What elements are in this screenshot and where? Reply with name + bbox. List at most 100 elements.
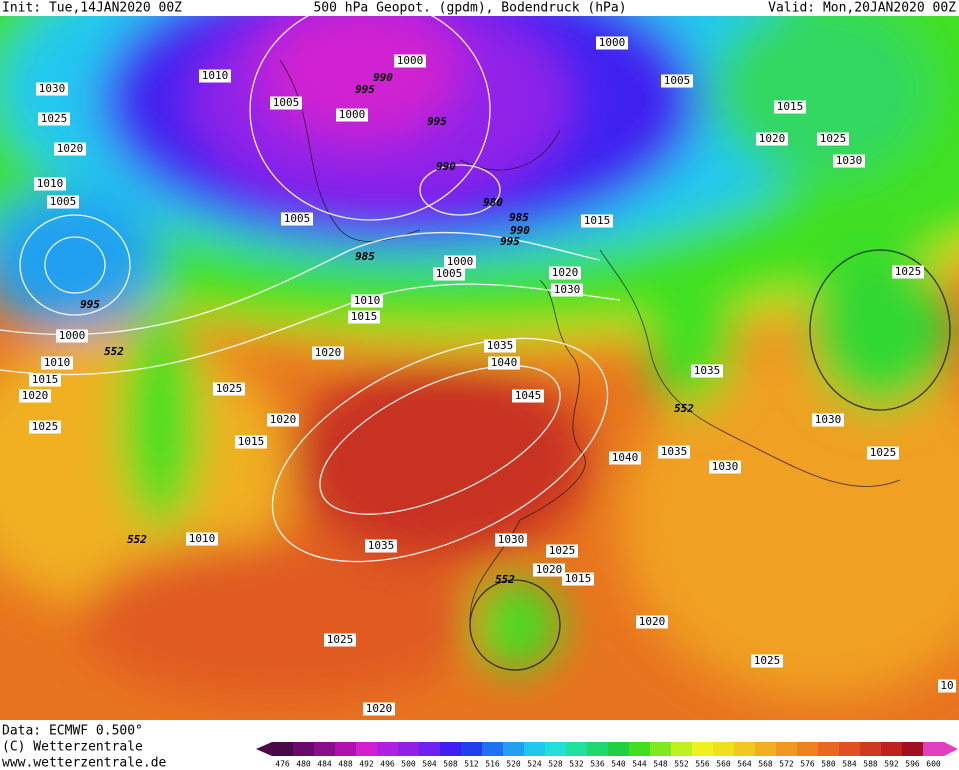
- isobar-label: 1005: [284, 212, 311, 225]
- isobar-label-box: [29, 373, 61, 387]
- colorbar-label: 568: [758, 760, 773, 769]
- colorbar-swatch: [755, 742, 777, 756]
- isobar-label: 1005: [664, 74, 691, 87]
- colorbar-swatch: [356, 742, 378, 756]
- isobar-label: 1020: [536, 563, 563, 576]
- isobar-label-box: [336, 108, 368, 122]
- colorbar-label: 520: [506, 760, 521, 769]
- colorbar-swatch: [860, 742, 882, 756]
- header-strip: [0, 0, 959, 16]
- isobar-label-box: [549, 266, 581, 280]
- isobar-label: 10: [940, 679, 953, 692]
- colorbar-label: 548: [653, 760, 668, 769]
- height-label: 995: [500, 235, 520, 248]
- colorbar-swatch: [587, 742, 609, 756]
- isobar-label-box: [363, 702, 395, 716]
- colorbar-arrow-right: [944, 742, 958, 756]
- valid-time: Valid: Mon,20JAN2020 00Z: [768, 1, 956, 16]
- colorbar-label: 480: [296, 760, 311, 769]
- isobar-label: 1020: [57, 142, 84, 155]
- copyright: (C) Wetterzentrale: [2, 740, 143, 755]
- height-label: 980: [483, 196, 503, 209]
- isobar-label-box: [394, 54, 426, 68]
- isobar-label-box: [751, 654, 783, 668]
- height-label: 985: [509, 211, 529, 224]
- height-label: 552: [104, 345, 124, 358]
- height-label: 995: [427, 115, 447, 128]
- height-label: 995: [355, 83, 375, 96]
- isobar-label-box: [444, 255, 476, 269]
- isobar-label: 1030: [815, 413, 842, 426]
- isobar-label-box: [596, 36, 628, 50]
- colorbar-swatch: [881, 742, 903, 756]
- isobar-label: 1020: [366, 702, 393, 715]
- colorbar-label: 496: [380, 760, 395, 769]
- isobar-label-box: [812, 413, 844, 427]
- colorbar-swatch: [545, 742, 567, 756]
- isobar-label: 1020: [22, 389, 49, 402]
- isobar-label-box: [235, 435, 267, 449]
- isobar-label: 1015: [32, 373, 59, 386]
- colorbar-label: 556: [695, 760, 710, 769]
- isobar-label: 1025: [549, 544, 576, 557]
- isobar-label: 1020: [270, 413, 297, 426]
- isobar-label-box: [29, 420, 61, 434]
- isobar-label-box: [581, 214, 613, 228]
- colorbar-label: 544: [632, 760, 647, 769]
- isobar-label: 1015: [584, 214, 611, 227]
- isobar-label: 1030: [712, 460, 739, 473]
- isobar-label-box: [867, 446, 899, 460]
- isobar-label-box: [270, 96, 302, 110]
- isobar-label: 1000: [397, 54, 424, 67]
- isobar-label: 1005: [273, 96, 300, 109]
- colorbar-arrow-left: [256, 742, 272, 756]
- colorbar-label: 572: [779, 760, 794, 769]
- isobar-label-box: [47, 195, 79, 209]
- colorbar-swatch: [671, 742, 693, 756]
- colorbar-label: 500: [401, 760, 416, 769]
- colorbar-label: 596: [905, 760, 920, 769]
- map-title: 500 hPa Geopot. (gpdm), Bodendruck (hPa): [313, 1, 626, 16]
- isobar-label: 1010: [189, 532, 216, 545]
- height-label: 990: [436, 160, 456, 173]
- colorbar-swatch: [272, 742, 294, 756]
- isobar-label: 1025: [32, 420, 59, 433]
- isobar-label-box: [833, 154, 865, 168]
- colorbar-label: 560: [716, 760, 731, 769]
- colorbar-label: 564: [737, 760, 752, 769]
- isobar-label-box: [56, 329, 88, 343]
- data-source: Data: ECMWF 0.500°: [2, 724, 143, 739]
- isobar-label-box: [892, 265, 924, 279]
- isobar-label-box: [691, 364, 723, 378]
- isobar-label: 1035: [661, 445, 688, 458]
- colorbar-label: 508: [443, 760, 458, 769]
- colorbar-swatch: [629, 742, 651, 756]
- isobar-label: 1025: [870, 446, 897, 459]
- isobar-label: 1035: [368, 539, 395, 552]
- colorbar-label: 532: [569, 760, 584, 769]
- isobar-label: 1020: [759, 132, 786, 145]
- isobar-label: 1005: [436, 267, 463, 280]
- colorbar-swatch: [524, 742, 546, 756]
- isobar-label-box: [658, 445, 690, 459]
- isobar-label-box: [199, 69, 231, 83]
- isobar-label: 1015: [351, 310, 378, 323]
- isobar-label-box: [324, 633, 356, 647]
- isobar-label-box: [54, 142, 86, 156]
- colorbar-label: 512: [464, 760, 479, 769]
- isobar-label-box: [774, 100, 806, 114]
- isobar-label: 1000: [447, 255, 474, 268]
- colorbar-swatch: [419, 742, 441, 756]
- colorbar-swatch: [482, 742, 504, 756]
- isobar-label-box: [756, 132, 788, 146]
- colorbar-label: 516: [485, 760, 500, 769]
- height-label: 552: [495, 573, 515, 586]
- isobar-label-box: [817, 132, 849, 146]
- colorbar-label: 504: [422, 760, 437, 769]
- isobar-label: 1010: [37, 177, 64, 190]
- isobar-label-box: [484, 339, 516, 353]
- isobar-label: 1005: [50, 195, 77, 208]
- isobar-label-box: [709, 460, 741, 474]
